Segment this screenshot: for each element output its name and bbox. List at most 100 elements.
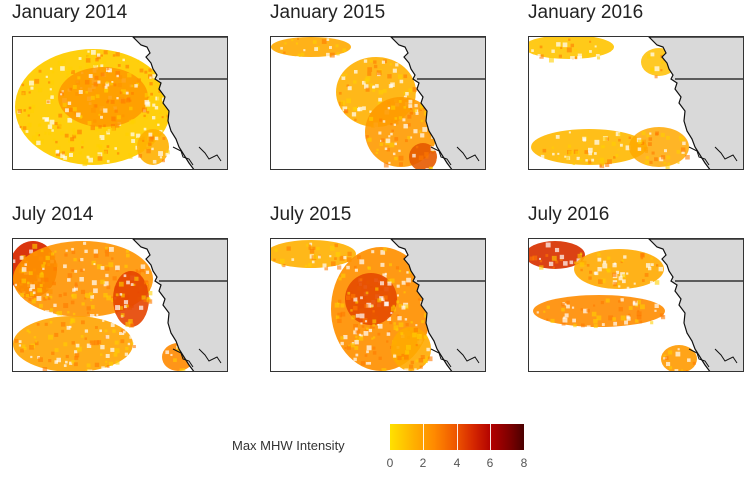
heatwave-speckle xyxy=(335,44,339,48)
heatwave-speckle xyxy=(134,276,139,281)
legend-tick-label: 2 xyxy=(419,456,427,470)
heatwave-speckle xyxy=(21,267,27,272)
heatwave-speckle xyxy=(60,66,65,71)
heatwave-speckle xyxy=(97,340,102,345)
heatwave-speckle xyxy=(54,360,58,364)
heatwave-speckle xyxy=(347,291,351,295)
heatwave-speckle xyxy=(93,63,98,67)
heatwave-speckle xyxy=(383,162,389,168)
heatwave-speckle xyxy=(594,139,600,145)
heatwave-speckle xyxy=(384,147,388,151)
heatwave-speckle xyxy=(593,304,596,307)
heatwave-speckle xyxy=(351,112,357,117)
heatwave-speckle xyxy=(358,333,362,336)
heatwave-speckle xyxy=(73,257,77,262)
heatwave-speckle xyxy=(375,287,379,291)
heatwave-speckle xyxy=(394,142,397,146)
heatwave-speckle xyxy=(377,324,383,329)
heatwave-speckle xyxy=(60,58,66,64)
heatwave-speckle xyxy=(388,161,391,165)
heatwave-speckle xyxy=(423,358,428,364)
heatwave-speckle xyxy=(152,103,156,107)
heatwave-speckle xyxy=(383,247,387,252)
heatwave-speckle xyxy=(398,269,402,273)
heatwave-speckle xyxy=(47,81,51,84)
heatwave-speckle xyxy=(378,131,382,135)
heatwave-speckle xyxy=(21,278,27,284)
legend-colorbar xyxy=(390,424,524,450)
heatwave-speckle xyxy=(53,267,58,271)
heatwave-speckle xyxy=(613,282,618,287)
heatwave-speckle xyxy=(567,144,572,149)
heatwave-speckle xyxy=(13,259,16,264)
panel-jan-2015: January 2015 xyxy=(270,2,486,172)
heatwave-speckle xyxy=(46,293,49,296)
heatwave-speckle xyxy=(116,152,120,155)
heatwave-speckle xyxy=(103,150,107,155)
heatwave-speckle xyxy=(29,80,34,86)
heatwave-speckle xyxy=(404,318,408,321)
heatwave-speckle xyxy=(119,293,123,296)
heatwave-speckle xyxy=(145,284,150,288)
heatwave-speckle xyxy=(364,354,368,357)
heatwave-speckle xyxy=(617,148,620,151)
heatwave-speckle xyxy=(154,106,159,110)
heatwave-speckle xyxy=(387,106,391,110)
heatwave-speckle xyxy=(84,249,88,254)
heatwave-speckle xyxy=(40,249,44,253)
heatwave-speckle xyxy=(93,82,98,87)
heatwave-speckle xyxy=(387,74,392,79)
heatwave-speckle xyxy=(359,313,365,319)
heatwave-speckle xyxy=(43,297,47,301)
heatwave-speckle xyxy=(572,318,576,323)
heatwave-speckle xyxy=(377,332,381,336)
heatwave-speckle xyxy=(568,131,571,134)
heatwave-speckle xyxy=(387,281,392,286)
heatwave-speckle xyxy=(382,89,387,93)
heatwave-speckle xyxy=(353,80,357,84)
heatwave-speckle xyxy=(408,104,413,109)
heatwave-speckle xyxy=(570,56,575,61)
heatwave-speckle xyxy=(423,335,428,339)
heatwave-speckle xyxy=(341,76,346,80)
map-jul-2015 xyxy=(270,238,486,372)
heatwave-speckle xyxy=(383,301,389,307)
heatwave-speckle xyxy=(350,309,353,312)
heatwave-speckle xyxy=(94,104,98,108)
heatwave-speckle xyxy=(110,99,115,104)
heatwave-speckle xyxy=(94,326,98,329)
heatwave-speckle xyxy=(86,311,90,315)
legend-tick-label: 8 xyxy=(520,456,528,470)
heatwave-speckle xyxy=(29,288,33,292)
heatwave-speckle xyxy=(56,124,62,129)
heatwave-speckle xyxy=(100,54,103,57)
heatwave-speckle xyxy=(340,336,344,340)
heatwave-speckle xyxy=(51,70,55,74)
heatwave-speckle xyxy=(612,263,617,268)
heatwave-speckle xyxy=(586,263,590,267)
heatwave-speckle xyxy=(372,319,377,324)
heatwave-speckle xyxy=(583,308,588,314)
heatwave-speckle xyxy=(428,166,434,169)
heatwave-speckle xyxy=(338,91,342,95)
heatwave-speckle xyxy=(49,295,53,299)
legend-divider xyxy=(423,424,424,450)
heatwave-speckle xyxy=(144,93,150,98)
heatwave-speckle xyxy=(284,42,287,45)
heatwave-speckle xyxy=(371,250,375,254)
heatwave-speckle xyxy=(149,76,152,79)
heatwave-speckle xyxy=(31,299,36,304)
heatwave-speckle xyxy=(425,155,429,159)
heatwave-speckle xyxy=(161,116,164,119)
heatwave-speckle xyxy=(622,274,627,279)
heatwave-speckle xyxy=(311,260,315,264)
heatwave-speckle xyxy=(44,131,47,135)
heatwave-speckle xyxy=(397,355,402,361)
heatwave-speckle xyxy=(620,260,623,264)
heatwave-speckle xyxy=(351,293,356,299)
heatwave-speckle xyxy=(303,49,306,52)
heatwave-speckle xyxy=(605,162,610,167)
heatwave-speckle xyxy=(365,76,371,82)
heatwave-speckle xyxy=(620,298,624,302)
heatwave-speckle xyxy=(115,123,120,128)
